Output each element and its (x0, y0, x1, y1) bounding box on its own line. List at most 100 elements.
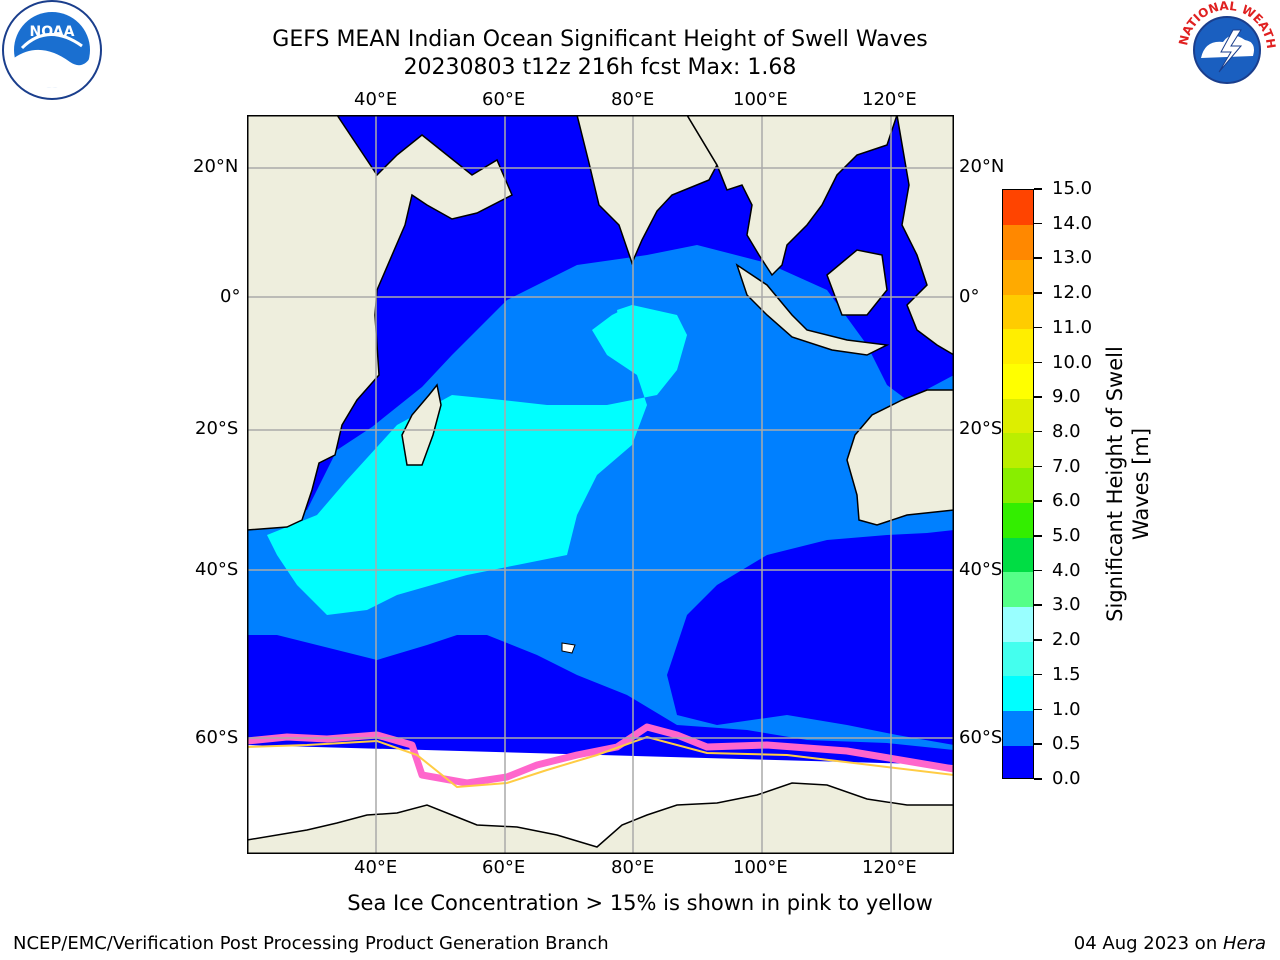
lon-tick-bottom-120e: 120°E (862, 857, 917, 878)
lon-tick-bottom-60e: 60°E (482, 857, 526, 878)
title-line-2: 20230803 t12z 216h fcst Max: 1.68 (403, 55, 797, 80)
lat-tick-right-0: 0° (959, 286, 980, 307)
title-line-1: GEFS MEAN Indian Ocean Significant Heigh… (272, 27, 928, 52)
land-madagascar (401, 383, 442, 466)
colorbar-tick-mark (1034, 188, 1042, 190)
colorbar-segment (1003, 467, 1033, 503)
lat-tick-left-20s: 20°S (195, 418, 239, 439)
land-australia (846, 389, 954, 526)
colorbar-segment (1003, 190, 1033, 226)
footer-left: NCEP/EMC/Verification Post Processing Pr… (13, 933, 609, 954)
lat-tick-right-20n: 20°N (959, 156, 1005, 177)
land-borneo (826, 249, 888, 316)
colorbar-tick-label: 6.0 (1052, 490, 1081, 512)
noaa-logo-text: NOAA (30, 24, 75, 40)
lat-tick-left-60s: 60°S (195, 727, 239, 748)
colorbar-tick-mark (1034, 465, 1042, 468)
colorbar-tick-label: 8.0 (1052, 420, 1081, 442)
colorbar-segment (1003, 224, 1033, 260)
colorbar-segment (1003, 710, 1033, 746)
footer-host: Hera (1222, 933, 1266, 954)
colorbar-segment (1003, 745, 1033, 778)
footer-date: 04 Aug 2023 on (1073, 933, 1223, 954)
colorbar-segment (1003, 259, 1033, 295)
colorbar-tick-label: 9.0 (1052, 386, 1081, 408)
nws-logo: NATIONAL WEATHER SERVICE (1175, 0, 1278, 97)
colorbar-tick-mark (1034, 361, 1042, 364)
swell-band-high (267, 305, 687, 615)
colorbar-tick-label: 14.0 (1052, 212, 1093, 234)
colorbar-tick-label: 5.0 (1052, 525, 1081, 547)
lat-tick-left-0: 0° (220, 286, 241, 307)
colorbar-tick-mark (1034, 778, 1042, 780)
colorbar-tick-mark (1034, 639, 1042, 641)
colorbar-tick-label: 7.0 (1052, 455, 1081, 477)
lon-tick-bottom-80e: 80°E (611, 857, 655, 878)
swell-band-high-north (617, 305, 687, 353)
colorbar-tick-mark (1034, 535, 1042, 537)
colorbar-tick-label: 4.0 (1052, 559, 1081, 581)
colorbar-segment (1003, 294, 1033, 330)
land-africa-arabia (247, 115, 513, 531)
colorbar-segment (1003, 502, 1033, 538)
lat-tick-right-60s: 60°S (959, 727, 1003, 748)
noaa-logo: NOAA (2, 0, 102, 100)
colorbar-tick-mark (1034, 292, 1042, 294)
colorbar-segment (1003, 571, 1033, 607)
colorbar-tick-label: 1.0 (1052, 698, 1081, 720)
sea-ice-edge (247, 723, 954, 787)
colorbar-tick-label: 3.0 (1052, 594, 1081, 616)
colorbar-segment (1003, 641, 1033, 677)
land-kerguelen (561, 642, 576, 654)
lat-tick-right-40s: 40°S (959, 559, 1003, 580)
colorbar-segment (1003, 432, 1033, 469)
colorbar-segment (1003, 537, 1033, 573)
colorbar-tick-label: 10.0 (1052, 351, 1093, 373)
map-panel (247, 115, 954, 854)
colorbar-tick-label: 0.5 (1052, 733, 1081, 755)
colorbar-tick-label: 12.0 (1052, 282, 1093, 304)
lon-tick-bottom-100e: 100°E (733, 857, 788, 878)
colorbar-tick-mark (1034, 743, 1042, 745)
colorbar-tick-mark (1034, 222, 1042, 225)
colorbar-tick-label: 11.0 (1052, 316, 1093, 338)
colorbar-tick-label: 0.0 (1052, 768, 1081, 789)
colorbar-tick-mark (1034, 569, 1042, 572)
colorbar-segment (1003, 606, 1033, 642)
sea-ice-note-text: Sea Ice Concentration > 15% is shown in … (347, 891, 933, 915)
lon-tick-top-40e: 40°E (354, 89, 398, 110)
colorbar-tick-mark (1034, 257, 1042, 259)
land-southeast-asia (686, 115, 898, 277)
lat-tick-left-20n: 20°N (193, 156, 239, 177)
colorbar-label: Significant Height of Swell Waves [m] (1103, 346, 1153, 622)
land-sumatra-java (735, 263, 890, 356)
land-philippines-new-guinea (896, 115, 954, 356)
colorbar-tick-mark (1034, 708, 1042, 711)
lon-tick-top-120e: 120°E (862, 89, 917, 110)
colorbar-segment (1003, 675, 1033, 712)
lat-tick-left-40s: 40°S (195, 559, 239, 580)
colorbar-tick-mark (1034, 500, 1042, 502)
sea-ice-note: Sea Ice Concentration > 15% is shown in … (0, 891, 1280, 915)
lon-tick-top-80e: 80°E (611, 89, 655, 110)
colorbar-tick-label: 2.0 (1052, 629, 1081, 651)
map-frame (247, 115, 954, 854)
land-antarctica (247, 782, 954, 854)
colorbar-tick-mark (1034, 604, 1042, 606)
colorbar (1002, 189, 1034, 779)
colorbar-tick-mark (1034, 326, 1042, 329)
footer-right: 04 Aug 2023 on Hera (1074, 933, 1266, 954)
lon-tick-top-100e: 100°E (733, 89, 788, 110)
colorbar-tick-mark (1034, 396, 1042, 398)
colorbar-segment (1003, 363, 1033, 399)
colorbar-segment (1003, 328, 1033, 365)
gridlines (247, 115, 954, 854)
lat-tick-right-20s: 20°S (959, 418, 1003, 439)
colorbar-segment (1003, 398, 1033, 434)
colorbar-tick-mark (1034, 673, 1042, 676)
sea-ice-edge-yellow (247, 735, 954, 789)
colorbar-ticks: 0.0 0.5 1.0 1.5 2.0 3.0 4.0 5.0 6.0 7.0 8.0 9.0 10.0… (1034, 0, 1116, 960)
colorbar-tick-label: 1.5 (1052, 663, 1081, 685)
colorbar-tick-label: 15.0 (1052, 178, 1093, 199)
swell-band-mid (247, 245, 954, 750)
